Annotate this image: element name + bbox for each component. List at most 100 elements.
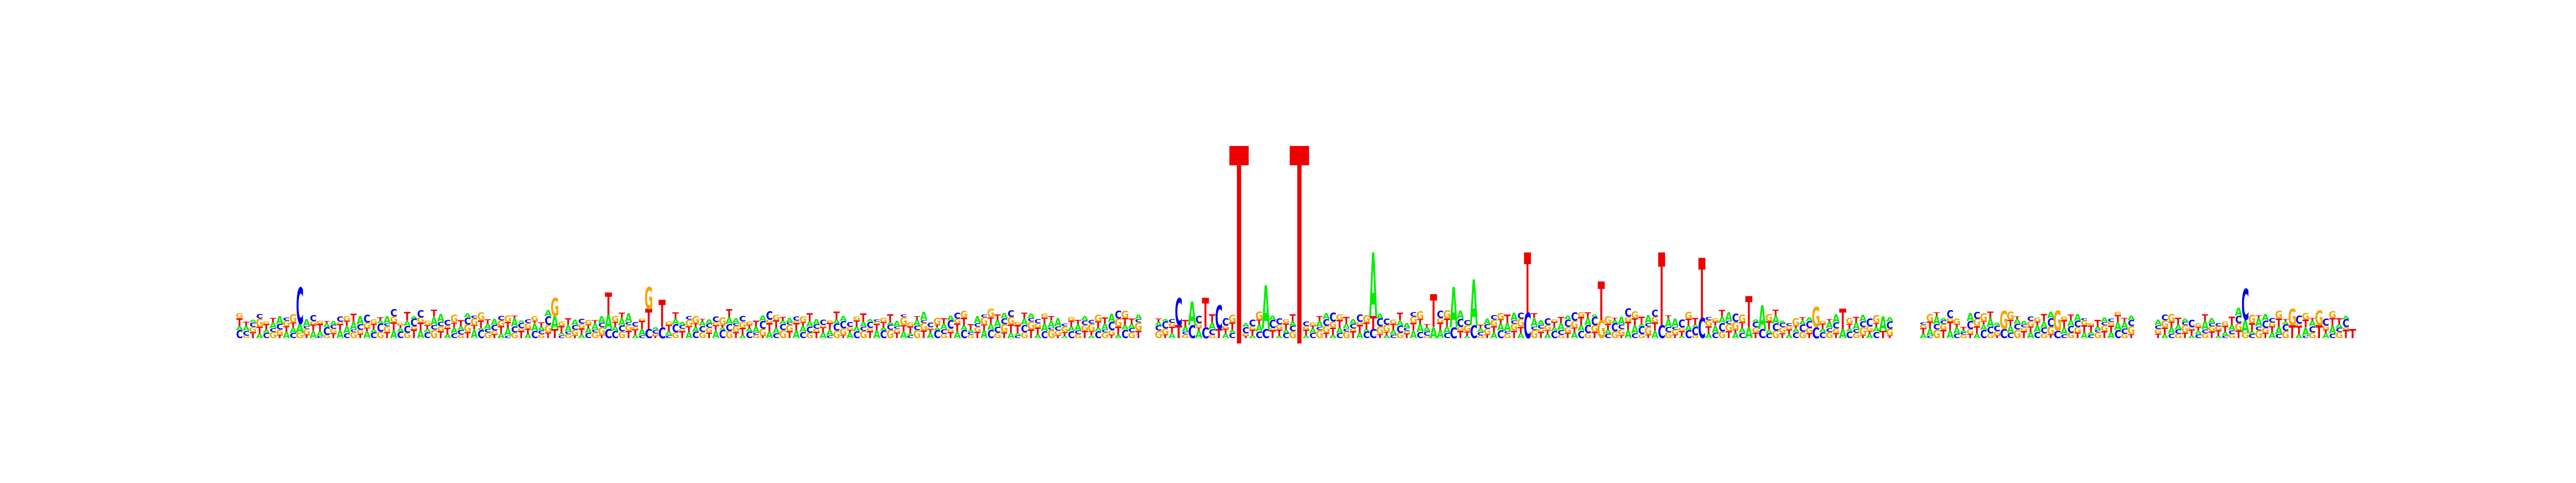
logo-letter-g: G <box>2168 313 2175 325</box>
logo-letter-c: C <box>2007 331 2014 340</box>
logo-letter-a: A <box>1772 313 1780 326</box>
logo-letter-a: A <box>1094 327 1102 333</box>
logo-letter-g: G <box>2315 306 2323 330</box>
logo-letter-t: T <box>901 324 908 333</box>
logo-letter-t: T <box>283 325 290 333</box>
logo-letter-t: T <box>1699 241 1706 338</box>
logo-letter-c: C <box>726 323 733 333</box>
logo-letter-a: A <box>356 314 364 327</box>
logo-letter-t: T <box>2014 316 2021 320</box>
logo-letter-a: A <box>1879 312 1887 335</box>
logo-letter-t: T <box>1424 324 1430 328</box>
logo-letter-g: G <box>2081 319 2088 327</box>
logo-letter-g: G <box>1926 312 1934 324</box>
logo-letter-g: G <box>2221 320 2229 327</box>
logo-letter-a: A <box>1692 324 1699 327</box>
logo-letter-t: T <box>934 324 940 328</box>
logo-letter-a: A <box>1779 320 1786 324</box>
logo-letter-t: T <box>270 318 276 324</box>
logo-letter-c: C <box>1873 330 1880 340</box>
logo-letter-c: C <box>1068 330 1075 341</box>
logo-letter-c: C <box>2201 329 2208 335</box>
logo-letter-t: T <box>974 330 981 340</box>
logo-letter-a: A <box>423 328 431 334</box>
logo-letter-g: G <box>1832 327 1840 335</box>
logo-letter-t: T <box>2128 334 2134 340</box>
logo-letter-g: G <box>1061 325 1069 334</box>
logo-letter-a: A <box>860 320 867 328</box>
logo-letter-a: A <box>1282 329 1290 334</box>
logo-letter-g: G <box>1048 327 1055 341</box>
logo-letter-g: G <box>1014 321 1021 326</box>
logo-letter-a: A <box>893 320 901 328</box>
logo-letter-c: C <box>833 322 840 334</box>
logo-letter-t: T <box>1229 321 1235 333</box>
logo-letter-t: T <box>961 317 967 328</box>
logo-letter-c: C <box>806 325 813 335</box>
logo-letter-g: G <box>1182 334 1189 340</box>
logo-letter-t: T <box>424 325 430 331</box>
logo-letter-t: T <box>1075 318 1082 326</box>
logo-letter-g: G <box>833 329 840 341</box>
logo-letter-g: G <box>1356 321 1364 326</box>
logo-letter-a: A <box>1564 315 1571 321</box>
logo-letter-c: C <box>1377 317 1384 330</box>
logo-letter-t: T <box>1745 287 1752 337</box>
logo-letter-t: T <box>1806 332 1813 340</box>
logo-letter-g: G <box>860 330 867 341</box>
logo-letter-t: T <box>357 333 363 340</box>
logo-letter-c: C <box>2094 330 2101 333</box>
logo-letter-c: C <box>652 329 659 335</box>
logo-letter-g: G <box>236 312 243 320</box>
logo-letter-c: C <box>1732 312 1739 325</box>
logo-letter-g: G <box>356 330 364 335</box>
logo-letter-g: G <box>726 329 733 341</box>
logo-letter-t: T <box>1920 327 1927 336</box>
logo-letter-t: T <box>498 325 505 336</box>
logo-letter-g: G <box>2208 325 2215 333</box>
logo-letter-c: C <box>558 335 565 339</box>
logo-letter-a: A <box>1872 326 1880 334</box>
logo-letter-c: C <box>712 315 719 324</box>
logo-letter-a: A <box>377 320 384 325</box>
logo-letter-g: G <box>410 326 418 331</box>
logo-letter-g: G <box>2215 326 2222 332</box>
logo-letter-c: C <box>276 322 283 331</box>
logo-letter-a: A <box>745 327 753 333</box>
logo-letter-a: A <box>1745 324 1753 342</box>
logo-letter-g: G <box>913 328 921 341</box>
logo-letter-c: C <box>1370 327 1377 341</box>
background-letter-stacks: CATGGCATTGCAATGCCATGGCATTGCAATGCCATGTGCA… <box>236 305 2350 341</box>
logo-letter-c: C <box>1960 332 1967 336</box>
logo-letter-a: A <box>2215 335 2222 339</box>
logo-letter-c: C <box>1624 306 1631 319</box>
logo-letter-t: T <box>303 334 310 340</box>
logo-letter-t: T <box>1135 329 1141 341</box>
logo-letter-g: G <box>1490 318 1498 329</box>
logo-letter-a: A <box>2228 324 2236 332</box>
logo-letter-g: G <box>383 325 391 334</box>
logo-letter-a: A <box>1182 325 1189 333</box>
logo-letter-a: A <box>873 328 881 341</box>
logo-letter-a: A <box>2067 318 2075 328</box>
logo-letter-t: T <box>726 308 733 320</box>
logo-letter-a: A <box>705 319 713 325</box>
logo-letter-t: T <box>880 321 887 329</box>
logo-letter-g: G <box>1517 317 1525 330</box>
logo-letter-a: A <box>933 327 941 332</box>
logo-letter-c: C <box>1685 329 1692 341</box>
logo-letter-a: A <box>538 326 545 332</box>
logo-letter-g: G <box>839 327 847 338</box>
logo-letter-g: G <box>2342 327 2350 331</box>
logo-letter-t: T <box>927 329 934 334</box>
logo-letter-g: G <box>813 328 820 333</box>
logo-letter-a: A <box>1188 295 1196 333</box>
logo-letter-a: A <box>2194 330 2202 336</box>
logo-letter-g: G <box>947 328 954 334</box>
logo-letter-c: C <box>1611 321 1618 334</box>
logo-letter-a: A <box>920 310 927 323</box>
logo-letter-g: G <box>2175 333 2182 340</box>
logo-letter-t: T <box>1625 320 1631 333</box>
logo-letter-g: G <box>893 328 901 334</box>
logo-letter-a: A <box>2154 319 2162 327</box>
